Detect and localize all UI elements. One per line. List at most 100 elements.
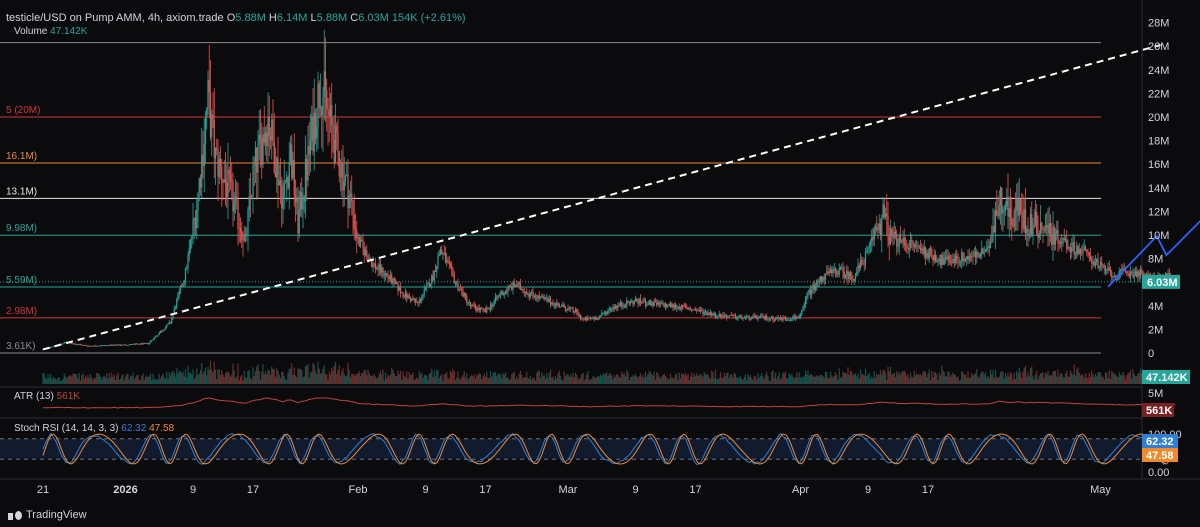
candle-body bbox=[453, 274, 455, 283]
candle-body bbox=[392, 278, 394, 284]
candle-body bbox=[457, 282, 459, 290]
candle-body bbox=[874, 227, 877, 229]
symbol-title[interactable]: testicle/USD on Pump AMM, 4h, axiom.trad… bbox=[6, 12, 224, 24]
candle-body bbox=[1133, 275, 1135, 278]
candle-body bbox=[826, 271, 828, 275]
candle-body bbox=[598, 316, 600, 320]
candle-body bbox=[626, 300, 628, 307]
volume-bar bbox=[384, 372, 387, 384]
candle-body bbox=[722, 315, 724, 318]
candle-body bbox=[1019, 199, 1022, 212]
candle-body bbox=[327, 108, 329, 111]
stoch-rsi-legend[interactable]: Stoch RSI (14, 14, 3, 3) 62.32 47.58 bbox=[14, 423, 175, 434]
candle-body bbox=[266, 132, 268, 147]
volume-bar bbox=[202, 373, 204, 384]
candle-body bbox=[1073, 241, 1075, 255]
candle-body bbox=[527, 293, 529, 295]
volume-bar bbox=[581, 374, 583, 384]
time-tick-label: 17 bbox=[479, 484, 491, 496]
candle-body bbox=[647, 304, 649, 306]
candle-body bbox=[863, 263, 865, 265]
volume-bar bbox=[916, 373, 918, 384]
volume-bar bbox=[118, 379, 120, 384]
volume-bar bbox=[744, 374, 747, 384]
volume-bar bbox=[228, 373, 230, 384]
volume-bar bbox=[509, 379, 512, 384]
volume-bar bbox=[117, 372, 119, 384]
candle-body bbox=[932, 255, 934, 261]
volume-bar bbox=[858, 378, 860, 384]
volume-bar bbox=[141, 375, 143, 384]
volume-bar bbox=[936, 374, 938, 384]
candle-body bbox=[161, 331, 163, 333]
current-price-tag-label: 6.03M bbox=[1147, 277, 1178, 289]
volume-bar bbox=[917, 374, 919, 384]
candle-body bbox=[681, 304, 683, 310]
volume-bar bbox=[372, 376, 374, 384]
candle-body bbox=[774, 319, 777, 321]
volume-bar bbox=[264, 371, 267, 384]
candle-body bbox=[479, 308, 482, 311]
candle-body bbox=[408, 295, 410, 298]
volume-bar bbox=[252, 367, 254, 384]
volume-bar bbox=[867, 374, 869, 384]
volume-bar bbox=[683, 374, 685, 384]
volume-bar bbox=[1053, 370, 1055, 384]
candle-body bbox=[712, 314, 714, 316]
candle-body bbox=[532, 291, 534, 296]
candle-body bbox=[202, 154, 204, 166]
candle-body bbox=[971, 256, 973, 258]
candle-body bbox=[958, 262, 960, 264]
atr-legend[interactable]: ATR (13) 561K bbox=[14, 391, 80, 402]
volume-bar bbox=[608, 373, 610, 384]
volume-bar bbox=[1047, 371, 1049, 384]
candle-body bbox=[576, 309, 578, 313]
time-tick-label: 9 bbox=[865, 484, 871, 496]
volume-bar bbox=[646, 376, 648, 384]
candle-body bbox=[487, 307, 489, 309]
tradingview-logo[interactable]: TradingView bbox=[8, 509, 87, 521]
candle-body bbox=[493, 300, 495, 304]
volume-bar bbox=[987, 375, 989, 384]
volume-bar bbox=[184, 369, 187, 384]
volume-bar bbox=[831, 375, 833, 384]
candle-body bbox=[813, 284, 815, 290]
volume-bar bbox=[258, 370, 260, 384]
volume-bar bbox=[981, 371, 983, 384]
volume-bar bbox=[1024, 365, 1027, 384]
volume-bar bbox=[142, 373, 144, 384]
candle-body bbox=[832, 269, 834, 273]
candle-body bbox=[1001, 187, 1003, 214]
volume-bar bbox=[861, 374, 863, 384]
volume-bar bbox=[629, 376, 632, 384]
volume-bar bbox=[554, 376, 557, 384]
candle-body bbox=[247, 209, 249, 235]
volume-bar bbox=[403, 375, 405, 384]
candle-body bbox=[537, 295, 539, 299]
chart-header: testicle/USD on Pump AMM, 4h, axiom.trad… bbox=[6, 12, 466, 24]
volume-bar bbox=[636, 376, 638, 384]
candle-body bbox=[226, 181, 228, 197]
volume-bar bbox=[552, 376, 554, 384]
volume-tag bbox=[1142, 370, 1190, 384]
candle-body bbox=[1082, 248, 1084, 254]
volume-bar bbox=[678, 372, 680, 384]
volume-bar bbox=[671, 377, 673, 384]
candle-body bbox=[442, 253, 444, 254]
volume-legend[interactable]: Volume 47.142K bbox=[14, 26, 88, 37]
volume-bar bbox=[46, 378, 48, 384]
volume-bar bbox=[314, 370, 317, 384]
volume-bar bbox=[227, 371, 229, 384]
candle-body bbox=[552, 302, 554, 306]
volume-bar bbox=[456, 377, 458, 384]
candle-body bbox=[733, 314, 735, 316]
volume-bar bbox=[178, 370, 180, 384]
volume-bar bbox=[753, 375, 755, 384]
volume-bar bbox=[852, 375, 854, 384]
volume-bar bbox=[132, 372, 134, 384]
volume-bar bbox=[597, 376, 599, 384]
atr-value: 561K bbox=[56, 391, 80, 402]
candle-body bbox=[933, 254, 935, 261]
candle-body bbox=[587, 317, 589, 321]
